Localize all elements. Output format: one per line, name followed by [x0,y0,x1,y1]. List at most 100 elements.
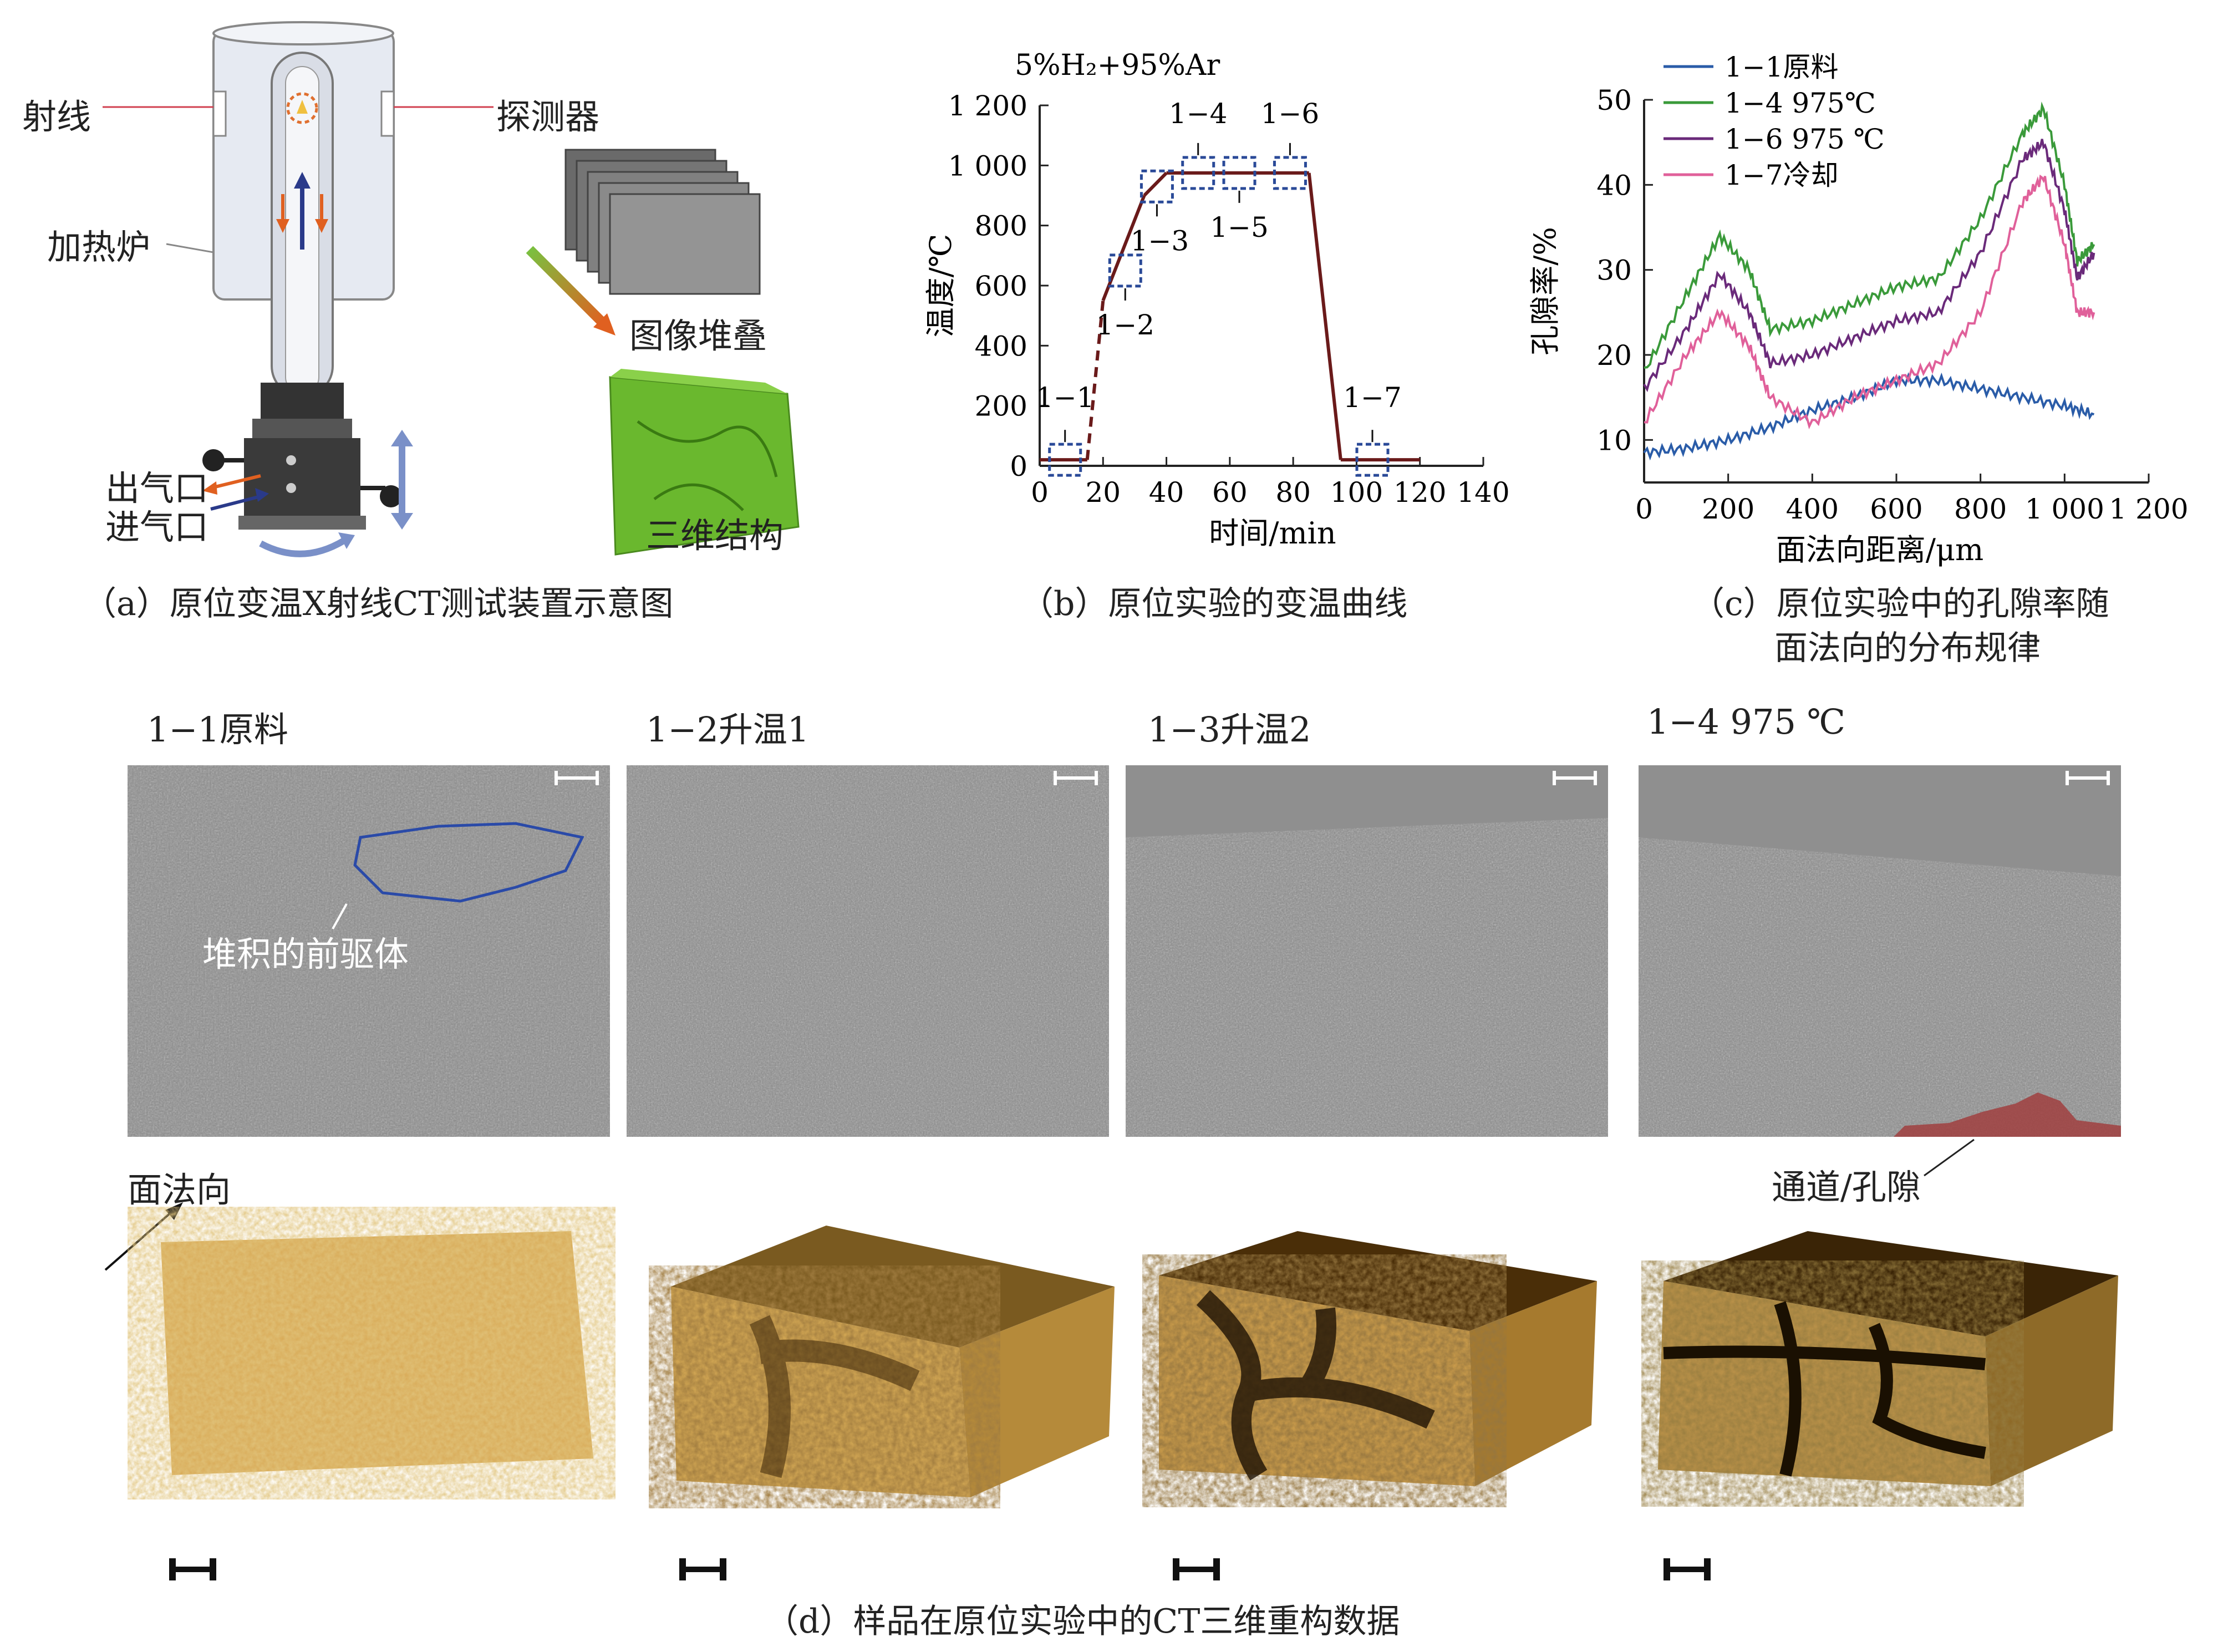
precursor-label: 堆积的前驱体 [202,934,409,974]
structure-label: 三维结构 [646,515,784,556]
sample-box [1355,443,1390,477]
sample-point-label: 1−5 [1210,211,1269,243]
x-tick-label: 80 [1275,476,1311,509]
panel-a: 射线 探测器 加热炉 出气口 进气口 图像堆叠 三维结构 （a）原位变温X射线C… [0,0,804,627]
panel-b: 5%H₂+95%Ar 0 200 400 600 800 1 000 1 200 0 20 40 60… [832,0,1553,627]
green-3d-structure-icon [609,369,800,556]
legend-label: 1−6 975 ℃ [1724,123,1885,155]
sample-box [1139,169,1174,204]
temperature-curve-segment [1085,300,1105,460]
scale-bar-icon [1664,1558,1711,1580]
y-tick-label: 200 [975,390,1027,423]
legend-label: 1−1原料 [1724,51,1839,83]
caption-a: （a）原位变温X射线CT测试装置示意图 [83,584,674,623]
x-tick-label: 0 [1635,493,1653,525]
series-line-3 [1643,139,2095,393]
sample-box [1108,253,1142,288]
x-axis-label: 面法向距离/μm [1776,532,1984,567]
x-tick-label: 140 [1457,476,1509,509]
temperature-curve-segment [1143,171,1168,197]
caption-c-line2: 面法向的分布规律 [1774,629,2041,668]
series-line-4 [1644,174,2095,430]
sample-point-label: 1−2 [1096,309,1155,341]
ct-slice-1-2 [627,765,1109,1137]
x-tick-label: 400 [1786,493,1839,525]
series-line-2 [1644,101,2095,369]
sample-point-label: 1−7 [1343,382,1402,414]
title-1-1: 1−1原料 [147,709,288,750]
x-tick-label: 200 [1702,493,1754,525]
x-tick-label: 120 [1393,476,1446,509]
x-tick-label: 0 [1031,476,1049,509]
ct-apparatus-diagram [103,21,800,557]
panel-d: 1−1原料 1−2升温1 1−3升温2 1−4 975 ℃ 堆积的前驱体 [0,699,2218,1652]
sample-box [1181,156,1215,190]
y-tick-label: 50 [1596,84,1632,116]
ct-3d-reconstruction-1-2 [671,1226,1115,1497]
x-tick-label: 800 [1954,493,2007,525]
caption-c-line1: （c）原位实验中的孔隙率随 [1691,584,2109,623]
x-tick-label: 1 200 [2109,493,2188,525]
channel-label: 通道/孔隙 [1772,1167,1921,1207]
inlet-label: 进气口 [105,507,209,547]
ct-slice-1-3 [1126,765,1608,1137]
y-tick-label: 600 [975,270,1027,302]
y-axis-label: 孔隙率/% [1528,227,1563,355]
y-tick-label: 0 [1010,450,1027,482]
title-1-4: 1−4 975 ℃ [1647,702,1845,742]
ct-slice-1-4 [1639,765,2121,1137]
x-tick-label: 1 000 [2025,493,2104,525]
y-tick-label: 20 [1596,339,1632,372]
porosity-distribution-chart: 10 20 30 40 50 0 200 400 600 800 1 000 1 200 面法向距离/μ… [1528,51,2189,567]
y-tick-label: 400 [975,330,1027,362]
scale-bar-icon [679,1558,726,1580]
temperature-curve-segment [1101,195,1146,302]
y-tick-label: 10 [1596,424,1632,456]
x-tick-label: 100 [1330,476,1383,509]
x-tick-label: 20 [1085,476,1121,509]
y-tick-label: 800 [975,210,1027,242]
x-tick-label: 40 [1149,476,1184,509]
title-1-2: 1−2升温1 [646,709,810,750]
sample-point-label: 1−1 [1036,382,1095,414]
sample-point-label: 1−6 [1261,98,1320,130]
detector-label: 探测器 [496,96,600,137]
sample-point-label: 1−4 [1169,98,1228,130]
series-line-1 [1643,372,2095,461]
x-axis-label: 时间/min [1209,516,1336,551]
x-tick-label: 600 [1870,493,1922,525]
y-tick-label: 30 [1596,255,1632,287]
panel-c: 10 20 30 40 50 0 200 400 600 800 1 000 1 200 面法向距离/μ… [1508,0,2218,677]
legend-label: 1−7冷却 [1724,159,1839,191]
normal-direction-label: 面法向 [128,1170,231,1210]
temperature-curve-segment [1307,172,1342,460]
caption-b: （b）原位实验的变温曲线 [1020,584,1408,623]
image-stack-icon [564,149,761,295]
scale-bar-icon [1173,1558,1220,1580]
stack-label: 图像堆叠 [629,316,767,356]
furnace-label: 加热炉 [47,227,151,267]
normal-direction-arrow-icon [104,1202,183,1271]
y-axis-label: 温度/℃ [923,234,958,338]
y-tick-label: 40 [1596,169,1632,201]
atmosphere-label: 5%H₂+95%Ar [1015,49,1220,82]
ct-3d-reconstruction-1-1 [161,1231,593,1475]
sample-box [1048,443,1082,477]
title-1-3: 1−3升温2 [1148,709,1311,750]
sample-box [1222,156,1256,190]
sample-box [1273,156,1307,190]
y-tick-label: 1 000 [948,150,1027,182]
sample-point-label: 1−3 [1131,225,1189,257]
x-tick-label: 60 [1212,476,1248,509]
channel-leader-line [1924,1138,1975,1177]
ct-slice-1-1 [128,765,610,1137]
y-tick-label: 1 200 [948,90,1027,122]
ray-label: 射线 [22,96,91,137]
scale-bar-icon [169,1558,216,1580]
ct-3d-reconstruction-1-4 [1658,1231,2118,1486]
legend-label: 1−4 975℃ [1724,87,1876,119]
outlet-label: 出气口 [105,468,209,509]
caption-d: （d）样品在原位实验中的CT三维重构数据 [765,1602,1400,1641]
ct-3d-reconstruction-1-3 [1159,1231,1597,1486]
temperature-curve-chart: 5%H₂+95%Ar 0 200 400 600 800 1 000 1 200 0 20 40 60… [923,49,1510,551]
